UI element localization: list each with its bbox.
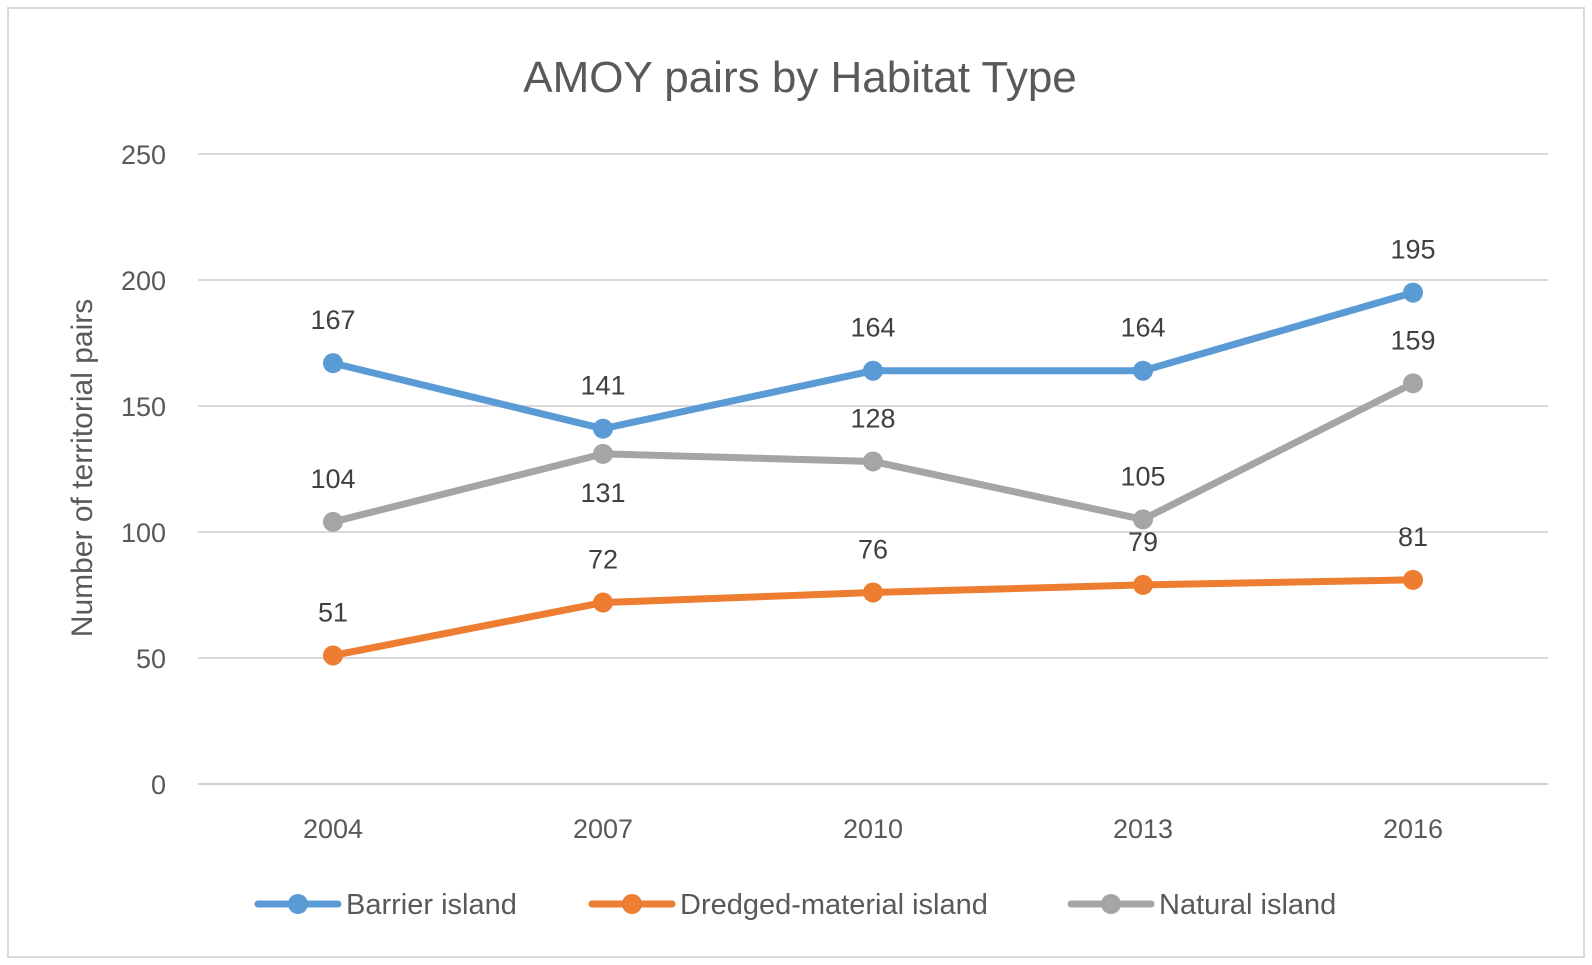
- x-tick-label: 2004: [303, 814, 363, 844]
- x-axis-ticks: 2004 2007 2010 2013 2016: [303, 814, 1443, 844]
- series-group: [323, 282, 1423, 666]
- x-tick-label: 2010: [843, 814, 903, 844]
- data-labels: 167 141 164 164 195 51 72 76 79 81 104 131 128 105 159: [310, 235, 1435, 628]
- data-label: 51: [318, 597, 348, 627]
- x-tick-label: 2013: [1113, 814, 1173, 844]
- data-point: [1133, 574, 1153, 595]
- legend: Barrier island Dredged-material island Nat…: [254, 889, 1336, 921]
- gridlines: [198, 153, 1548, 785]
- chart-title: AMOY pairs by Habitat Type: [523, 53, 1077, 102]
- chart-border: [7, 7, 1585, 958]
- data-point: [863, 360, 883, 381]
- legend-marker: [622, 894, 642, 914]
- data-point: [863, 451, 883, 472]
- data-point: [1403, 282, 1423, 303]
- data-point: [323, 353, 343, 374]
- y-tick-label: 150: [121, 392, 166, 422]
- data-point: [323, 511, 343, 532]
- legend-marker: [288, 894, 308, 914]
- data-label: 195: [1390, 235, 1435, 265]
- data-label: 131: [580, 478, 625, 508]
- data-label: 164: [850, 313, 895, 343]
- data-label: 167: [310, 305, 355, 335]
- y-tick-label: 50: [136, 644, 166, 674]
- data-label: 81: [1398, 522, 1428, 552]
- data-point: [593, 592, 613, 613]
- data-label: 159: [1390, 325, 1435, 355]
- y-tick-label: 200: [121, 266, 166, 296]
- data-label: 164: [1120, 313, 1165, 343]
- legend-marker: [1101, 894, 1121, 914]
- data-label: 105: [1120, 461, 1165, 491]
- data-point: [1133, 360, 1153, 381]
- data-label: 128: [850, 403, 895, 433]
- data-point: [593, 418, 613, 439]
- data-point: [1133, 509, 1153, 530]
- y-axis-label: Number of territorial pairs: [66, 299, 99, 637]
- data-label: 76: [858, 534, 888, 564]
- x-tick-label: 2016: [1383, 814, 1443, 844]
- data-point: [323, 645, 343, 666]
- y-axis-ticks: 0 50 100 150 200 250: [121, 140, 166, 800]
- data-point: [863, 582, 883, 603]
- y-tick-label: 100: [121, 518, 166, 548]
- data-label: 104: [310, 464, 355, 494]
- y-tick-label: 250: [121, 140, 166, 170]
- data-label: 141: [580, 371, 625, 401]
- data-point: [1403, 373, 1423, 394]
- x-tick-label: 2007: [573, 814, 633, 844]
- data-label: 72: [588, 545, 618, 575]
- legend-label: Barrier island: [346, 889, 517, 921]
- data-point: [1403, 569, 1423, 590]
- y-tick-label: 0: [151, 770, 166, 800]
- data-label: 79: [1128, 527, 1158, 557]
- legend-label: Natural island: [1159, 889, 1336, 921]
- data-point: [593, 443, 613, 464]
- legend-label: Dredged-material island: [680, 889, 988, 921]
